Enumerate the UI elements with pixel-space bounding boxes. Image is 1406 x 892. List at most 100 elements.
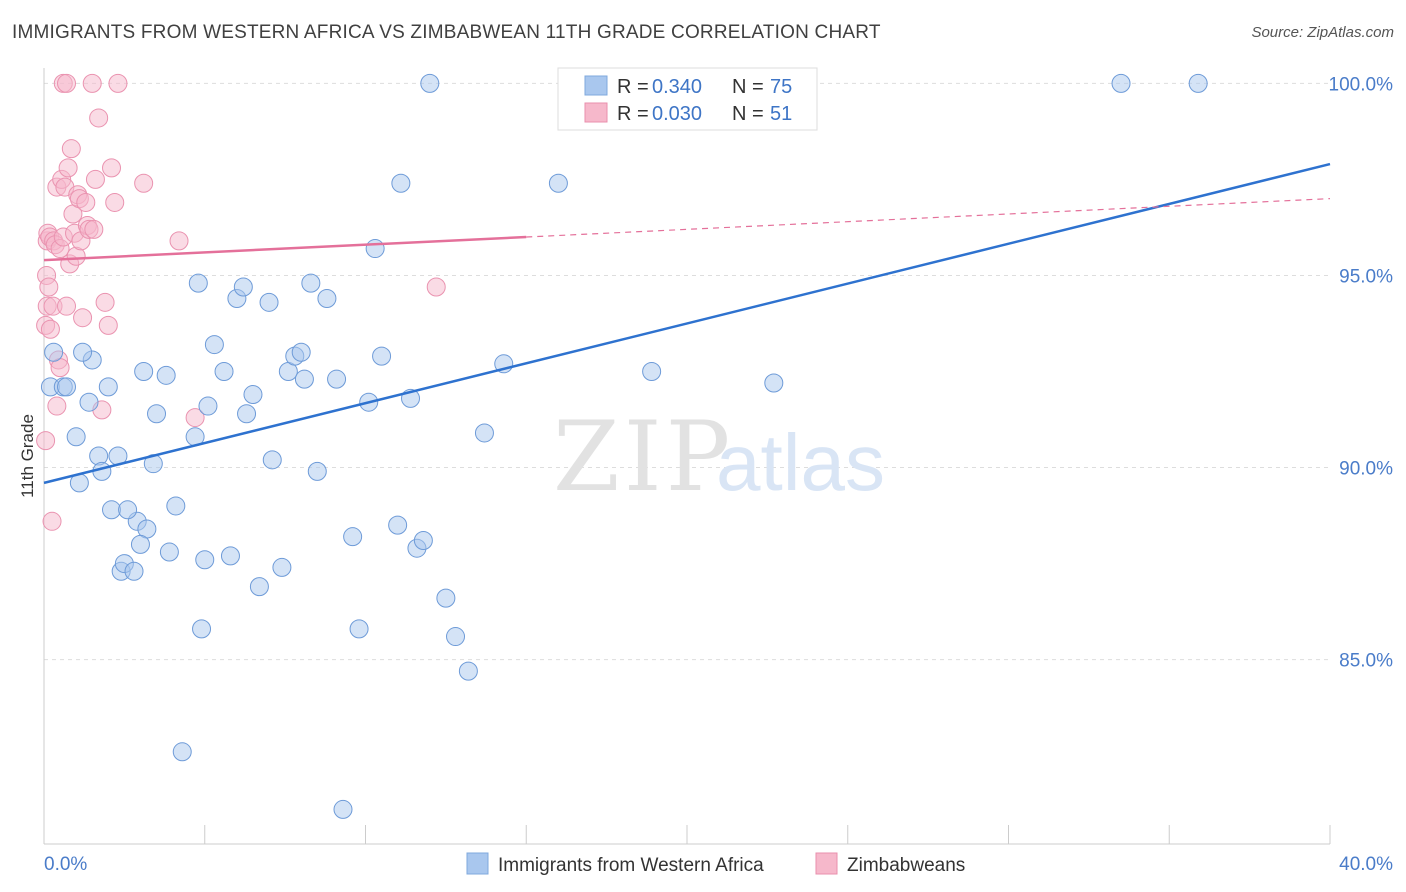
data-point [474,423,494,443]
data-point [57,377,77,397]
stats-n-label-blue: N = [732,76,764,98]
data-point [98,377,118,397]
data-point [134,361,154,381]
data-point [214,361,234,381]
data-point [73,342,93,362]
data-point [57,296,77,316]
data-point [192,619,212,639]
stats-r-label-blue: R = [617,76,649,98]
watermark: ZIP atlas [553,401,885,513]
y-tick-label: 100.0% [1329,74,1394,95]
legend-swatch-zimbabweans [815,852,838,875]
data-point [307,461,327,481]
data-point [458,661,478,681]
series-western-africa [40,73,1208,819]
data-point [294,369,314,389]
data-point [102,500,122,520]
data-point [249,577,269,597]
series-zimbabweans [36,73,446,531]
data-point [426,277,446,297]
data-point [413,531,433,551]
data-point [84,219,104,239]
data-point [156,365,176,385]
data-point [388,515,408,535]
watermark-zip: ZIP [553,401,734,513]
stats-r-label-pink: R = [617,103,649,125]
x-tick-label-max: 40.0% [1339,854,1393,875]
series-legend: Immigrants from Western Africa Zimbabwea… [466,852,965,876]
data-point [66,427,86,447]
data-point [172,742,192,762]
data-point [108,73,128,93]
trend-line [43,162,1331,485]
data-point [42,511,62,531]
data-point [548,173,568,193]
data-point [130,534,150,554]
data-point [272,557,292,577]
data-point [764,373,784,393]
data-point [61,139,81,159]
data-point [642,361,662,381]
data-point [391,173,411,193]
stats-legend: R = 0.340 N = 75 R = 0.030 N = 51 [557,67,818,131]
data-point [76,192,96,212]
data-point [185,408,205,428]
data-point [159,542,179,562]
stats-n-value-blue: 75 [770,76,792,98]
data-point [39,277,59,297]
data-point [118,500,138,520]
x-tick-label-min: 0.0% [44,854,87,875]
data-point [317,288,337,308]
data-point [98,315,118,335]
watermark-atlas: atlas [716,418,885,507]
data-point [58,158,78,178]
data-point [220,546,240,566]
data-point [188,273,208,293]
stats-n-label-pink: N = [732,103,764,125]
trend-line-extension [526,198,1331,238]
y-tick-label: 95.0% [1339,266,1393,287]
data-point [44,342,64,362]
y-tick-labels: 85.0% 90.0% 95.0% 100.0% [1329,74,1394,671]
data-point [124,561,144,581]
data-point [57,73,77,93]
stats-r-value-pink: 0.030 [652,103,702,125]
data-point [95,292,115,312]
data-point [349,619,369,639]
data-point [169,231,189,251]
data-point [233,277,253,297]
y-axis-label: 11th Grade [18,414,37,498]
data-point [36,431,56,451]
data-point [436,588,456,608]
data-point [195,550,215,570]
data-point [237,404,257,424]
x-ticks [43,825,1331,844]
data-point [147,404,167,424]
data-point [105,192,125,212]
data-point [420,73,440,93]
trend-line [43,235,527,262]
data-point [198,396,218,416]
data-point [85,169,105,189]
data-point [333,799,353,819]
y-tick-label: 85.0% [1339,651,1393,672]
data-point [259,292,279,312]
stats-n-value-pink: 51 [770,103,792,125]
data-point [204,335,224,355]
chart-title: IMMIGRANTS FROM WESTERN AFRICA VS ZIMBAB… [12,22,881,43]
trend-lines [43,162,1331,485]
legend-label-western-africa: Immigrants from Western Africa [498,855,764,876]
data-point [89,108,109,128]
data-point [1111,73,1131,93]
data-point [47,396,67,416]
data-point [327,369,347,389]
data-point [79,392,99,412]
data-point [291,342,311,362]
stats-r-value-blue: 0.340 [652,76,702,98]
data-point [134,173,154,193]
data-point [372,346,392,366]
legend-swatch-western-africa [466,852,489,875]
y-tick-label: 90.0% [1339,459,1393,480]
data-point [89,446,109,466]
